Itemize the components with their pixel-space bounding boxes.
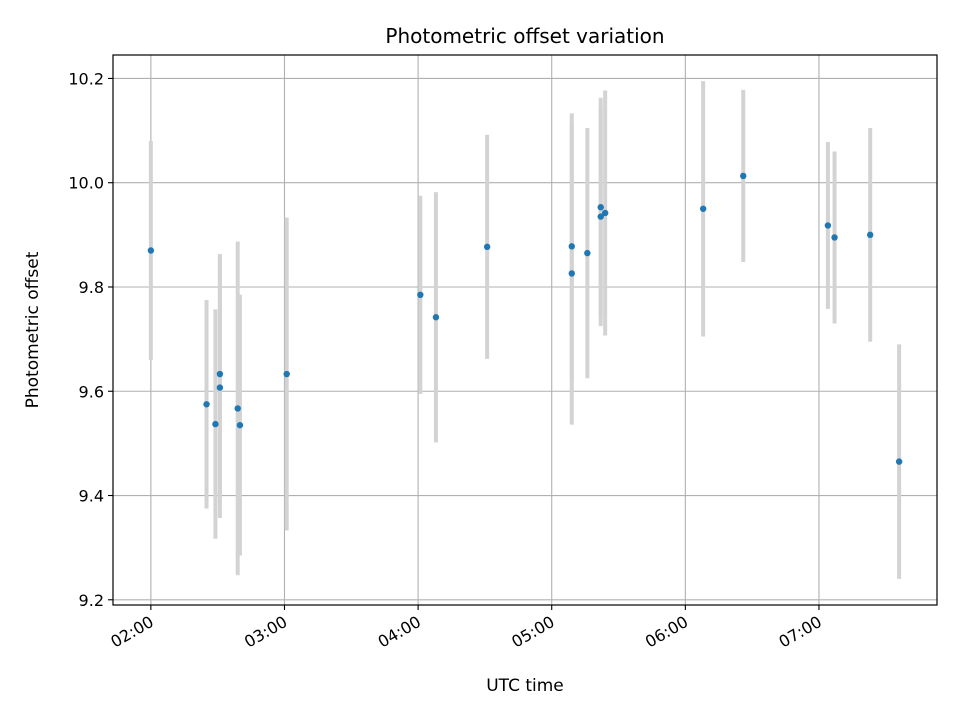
data-point [216,370,224,378]
data-point [417,291,424,299]
data-point [831,234,838,241]
x-axis-label: UTC time [486,676,564,696]
data-point [568,243,575,250]
y-tick-label: 10.2 [68,69,104,88]
data-point [234,405,241,412]
data-point [483,243,491,251]
y-tick-label: 9.8 [79,278,104,297]
data-point [895,458,903,465]
data-point [584,249,591,257]
data-points [147,172,903,465]
y-tick-label: 9.6 [79,382,104,401]
data-point [216,384,224,391]
data-point [212,420,219,428]
y-tick-label: 10.0 [68,174,104,193]
data-point [203,401,210,408]
data-point [597,213,604,220]
y-tick-label: 9.4 [79,487,104,506]
data-point [601,209,609,217]
data-point [699,205,707,212]
data-point [283,370,290,378]
y-tick-label: 9.2 [79,591,104,610]
data-point [597,204,604,211]
data-point [432,314,440,321]
data-point [824,222,832,229]
data-point [236,421,244,429]
data-point [866,231,874,239]
chart-title: Photometric offset variation [385,24,664,48]
data-point [740,172,747,180]
data-point [568,270,575,277]
y-axis-label: Photometric offset [23,251,43,408]
plot-area-frame [112,54,938,606]
grid [113,55,937,605]
data-point [147,247,155,254]
